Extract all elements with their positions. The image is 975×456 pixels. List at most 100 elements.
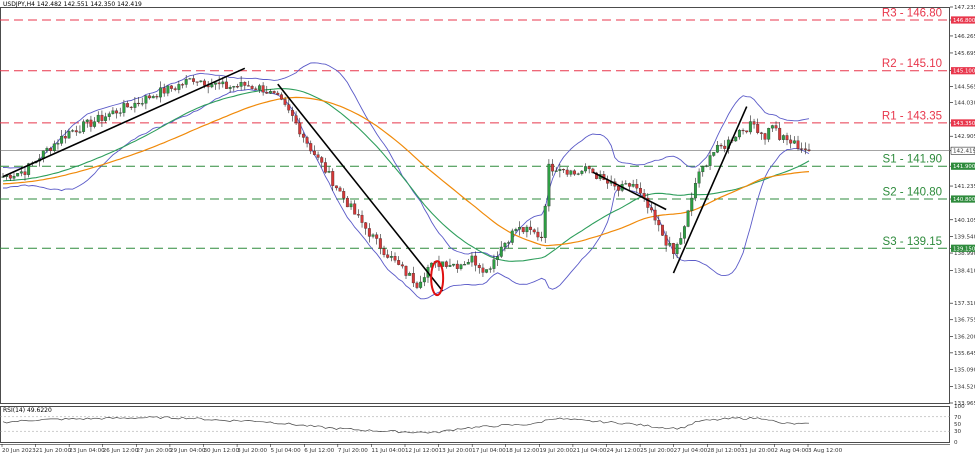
candlesticks [1, 74, 811, 290]
candle-body [115, 110, 119, 114]
candle-body [173, 88, 177, 90]
level-label-r3: R3 - 146.80 [882, 7, 942, 19]
candle-body [63, 136, 67, 139]
candle-body [668, 243, 672, 246]
candle-body [496, 256, 500, 260]
candle-body [723, 145, 727, 149]
candle-body [770, 125, 774, 129]
candle-body [309, 143, 313, 152]
candle-body [397, 260, 401, 265]
candle-body [177, 84, 181, 90]
price-tick-label: 135.090 [954, 367, 975, 373]
candle-body [276, 92, 280, 95]
candle-body [71, 130, 75, 132]
candle-body [100, 114, 104, 121]
trendline [277, 83, 444, 292]
candle-body [715, 144, 719, 153]
price-tick-label: 136.200 [954, 334, 975, 340]
candle-body [792, 140, 796, 144]
time-tick-label: 27 Jul 04:00 [674, 448, 708, 454]
candle-body [389, 256, 393, 258]
candle-body [807, 149, 811, 151]
candle-body [225, 81, 228, 89]
candle-body [367, 228, 371, 237]
candle-body [268, 91, 272, 94]
candle-body [704, 165, 708, 167]
candle-body [96, 114, 100, 122]
candle-body [60, 136, 64, 144]
candle-body [763, 133, 767, 140]
candle-body [8, 174, 12, 179]
price-tag-s3 [951, 244, 975, 252]
candle-body [301, 133, 305, 138]
price-tag-s2 [951, 195, 975, 203]
time-tick-label: 17 Jul 04:00 [472, 448, 506, 454]
time-tick-label: 11 Jul 04:00 [371, 448, 405, 454]
candle-body [650, 207, 653, 211]
candle-body [554, 170, 558, 172]
candle-body [708, 155, 712, 166]
candle-body [547, 163, 551, 207]
time-tick-label: 27 Jun 20:00 [136, 448, 172, 454]
candle-body [657, 219, 661, 226]
last-price-tag [950, 146, 975, 155]
candle-body [137, 102, 141, 105]
candle-body [82, 121, 86, 132]
candle-body [529, 226, 533, 230]
candle-body [228, 87, 232, 89]
support-resistance-lines [0, 19, 950, 249]
candle-body [85, 119, 89, 122]
candle-body [371, 234, 375, 237]
price-tick-label: 146.265 [954, 34, 975, 40]
time-tick-label: 12 Jul 12:00 [405, 448, 439, 454]
candle-body [78, 131, 82, 133]
rsi-tick-label: 70 [954, 415, 962, 421]
candle-body [745, 130, 749, 133]
time-tick-label: 25 Jul 20:00 [640, 448, 674, 454]
candle-body [540, 236, 544, 239]
candle-body [470, 255, 474, 263]
candle-body [290, 109, 294, 116]
candle-body [349, 203, 353, 208]
level-labels: R3 - 146.80 R2 - 145.10 R1 - 143.35 S1 - 14… [882, 7, 942, 247]
price-tick-label: 133.965 [954, 401, 975, 407]
candle-body [155, 96, 159, 98]
candle-body [45, 148, 49, 151]
time-tick-label: 5 Jul 04:00 [271, 448, 301, 454]
price-tag-label: 145.100 [953, 69, 975, 75]
candle-body [353, 203, 357, 215]
candle-body [741, 129, 745, 132]
time-tick-label: 20 Jun 2023 [2, 448, 36, 454]
price-tag-label: 139.150 [953, 246, 975, 252]
candle-body [584, 166, 587, 172]
ohlc-values: 142.482 142.551 142.350 142.419 [36, 1, 142, 8]
price-tick-label: 135.645 [954, 351, 975, 357]
trendline [2, 67, 246, 178]
candle-body [192, 78, 195, 82]
candle-body [140, 103, 144, 105]
candle-body [243, 82, 247, 86]
candle-body [375, 234, 379, 239]
candle-body [635, 183, 639, 189]
time-tick-label: 3 Jul 20:00 [237, 448, 267, 454]
candle-body [104, 116, 108, 121]
candle-body [459, 264, 463, 269]
candle-body [327, 171, 331, 173]
candle-body [521, 227, 525, 233]
low-highlight-ellipse [430, 260, 445, 297]
candle-body [507, 242, 511, 244]
candle-body [510, 230, 514, 243]
price-tick-label: 144.030 [954, 101, 975, 107]
time-tick-label: 31 Jul 20:00 [741, 448, 775, 454]
time-tick-label: 26 Jun 12:00 [103, 448, 139, 454]
candle-body [477, 265, 481, 269]
candle-body [752, 121, 756, 125]
candle-body [305, 137, 309, 144]
candle-body [748, 121, 752, 133]
candle-body [408, 273, 412, 276]
candle-body [159, 87, 162, 98]
candle-body [525, 226, 529, 233]
candle-body [565, 169, 569, 175]
candle-body [543, 205, 547, 238]
